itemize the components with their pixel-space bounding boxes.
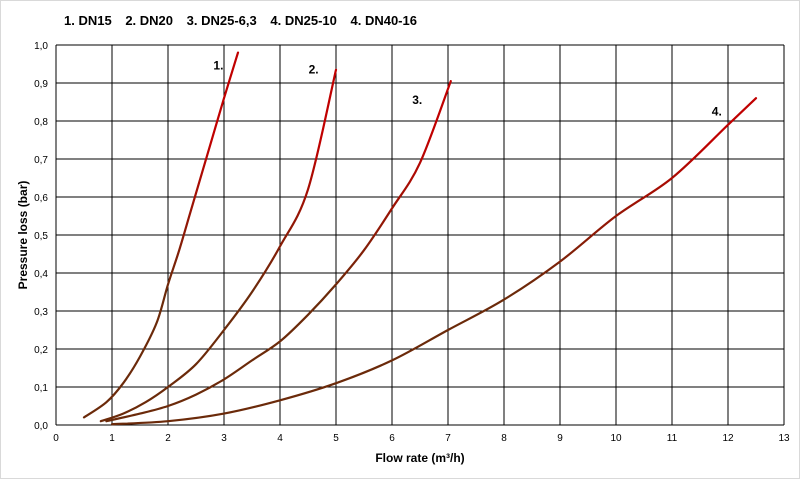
- x-tick-label: 1: [109, 433, 115, 444]
- y-tick-label: 0,7: [34, 155, 48, 166]
- x-tick-label: 12: [722, 433, 734, 444]
- y-tick-label: 0,6: [34, 193, 48, 204]
- y-tick-label: 0,2: [34, 345, 48, 356]
- y-tick-label: 0,0: [34, 421, 48, 432]
- x-tick-label: 0: [53, 433, 59, 444]
- x-tick-label: 8: [501, 433, 507, 444]
- tick-labels: 0 1 2 3 4 5 6 7 8 9 10 11 12 130,00,10,20,30,40,50,60…: [34, 41, 790, 444]
- curves: [82, 51, 758, 426]
- y-axis-label: Pressure loss (bar): [16, 181, 30, 290]
- x-tick-label: 5: [333, 433, 339, 444]
- y-tick-label: 0,3: [34, 307, 48, 318]
- y-tick-label: 0,5: [34, 231, 48, 242]
- curve-label-1: 1.: [213, 59, 223, 73]
- legend-item-dn20: 2. DN20: [125, 13, 174, 28]
- curve-4: [110, 97, 758, 426]
- x-tick-label: 2: [165, 433, 171, 444]
- y-tick-label: 1,0: [34, 41, 48, 52]
- legend-item-dn25-10: 4. DN25-10: [270, 13, 337, 28]
- y-tick-label: 0,9: [34, 79, 48, 90]
- x-axis-label: Flow rate (m³/h): [375, 451, 464, 465]
- x-tick-label: 11: [667, 433, 678, 444]
- y-tick-label: 0,4: [34, 269, 48, 280]
- x-tick-label: 4: [277, 433, 283, 444]
- legend-item-dn15: 1. DN15: [64, 13, 112, 28]
- x-tick-label: 3: [221, 433, 227, 444]
- curve-3: [105, 80, 452, 423]
- legend-item-dn40-16: 4. DN40-16: [350, 13, 417, 28]
- curve-label-4: 4.: [712, 104, 722, 118]
- legend: 1. DN15 2. DN20 3. DN25-6,3 4. DN25-10 4…: [64, 13, 427, 28]
- curve-label-3: 3.: [412, 93, 422, 107]
- x-tick-label: 7: [445, 433, 451, 444]
- x-tick-label: 9: [557, 433, 563, 444]
- y-tick-label: 0,1: [34, 383, 48, 394]
- curve-label-2: 2.: [309, 63, 319, 77]
- gridlines: [55, 44, 785, 426]
- legend-item-dn25-6-3: 3. DN25-6,3: [186, 13, 257, 28]
- curve-1: [82, 51, 240, 419]
- x-tick-label: 6: [389, 433, 395, 444]
- x-tick-label: 10: [610, 433, 622, 444]
- curve-2: [99, 68, 338, 423]
- curve-labels: 1. 2. 3. 4.: [213, 59, 721, 119]
- x-tick-label: 13: [778, 433, 790, 444]
- y-tick-label: 0,8: [34, 117, 48, 128]
